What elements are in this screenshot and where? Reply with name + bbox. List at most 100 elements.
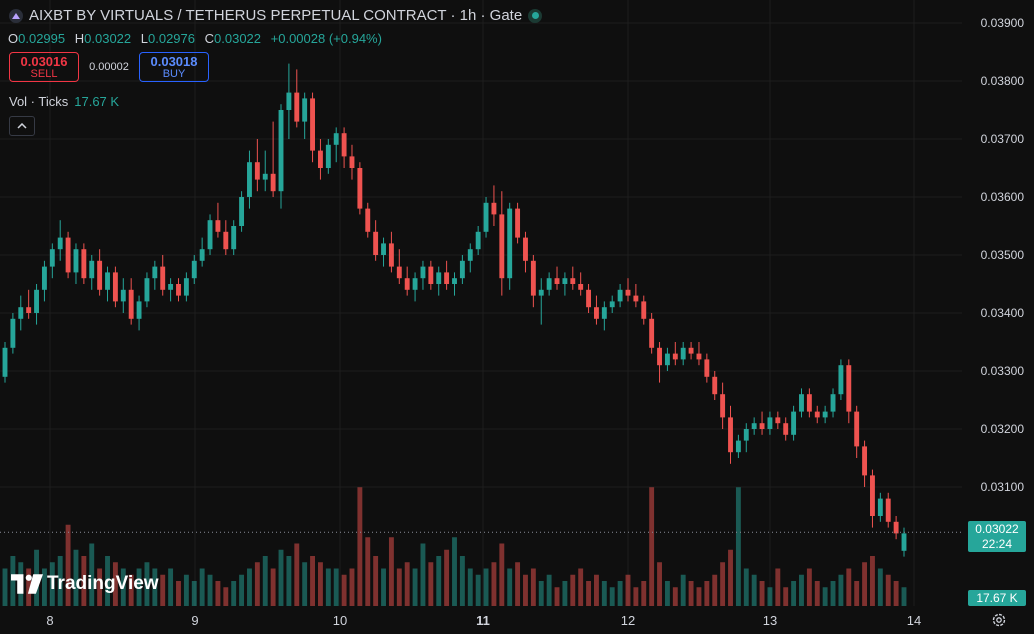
- candle-body: [81, 249, 87, 279]
- volume-bar: [483, 568, 489, 606]
- change-value: +0.00028 (+0.94%): [270, 31, 382, 46]
- price-tick-label: 0.03500: [980, 248, 1024, 262]
- candle-body: [34, 289, 39, 313]
- volume-bar: [743, 568, 749, 606]
- volume-bar: [2, 568, 8, 606]
- candle-body: [728, 417, 733, 453]
- trade-panel: 0.03016 SELL 0.00002 0.03018 BUY: [9, 52, 209, 82]
- volume-bar: [144, 562, 150, 606]
- volume-bar: [459, 556, 465, 606]
- time-tick-label: 12: [620, 613, 636, 628]
- candle-body: [89, 260, 95, 279]
- time-tick-label: 13: [762, 613, 778, 628]
- candle-body: [136, 301, 142, 319]
- volume-bar: [507, 568, 513, 606]
- candle-body: [751, 423, 757, 429]
- volume-bar: [247, 568, 252, 606]
- volume-bar: [310, 556, 315, 606]
- volume-bar: [870, 556, 875, 606]
- tradingview-logo[interactable]: TradingView: [11, 573, 159, 595]
- candle-body: [41, 266, 47, 290]
- volume-bar: [10, 556, 16, 606]
- volume-bar: [120, 568, 126, 606]
- candle-body: [523, 237, 528, 261]
- volume-bar: [89, 543, 95, 606]
- chart-grid: [0, 0, 962, 606]
- volume-bar: [404, 562, 410, 606]
- candle-body: [594, 307, 599, 319]
- candle-body: [239, 197, 245, 226]
- candle-body: [617, 289, 623, 302]
- volume-bar: [814, 581, 820, 606]
- gear-icon[interactable]: [991, 612, 1007, 628]
- volume-axis-label: 17.67 K: [968, 590, 1026, 606]
- candle-body: [270, 173, 276, 192]
- volume-bar: [373, 556, 379, 606]
- chevron-up-icon: [17, 123, 27, 129]
- volume-bar: [672, 587, 678, 606]
- candle-body: [712, 376, 718, 395]
- volume-bar: [357, 487, 363, 606]
- candle-body: [459, 260, 465, 279]
- volume-indicator-name: Vol · Ticks: [9, 94, 69, 109]
- volume-bar: [294, 543, 300, 606]
- volume-bar: [49, 562, 55, 606]
- candle-body: [759, 423, 765, 429]
- buy-price: 0.03018: [150, 54, 198, 69]
- candle-body: [838, 365, 844, 395]
- candle-body: [743, 429, 749, 441]
- volume-bar: [546, 574, 552, 606]
- last-price-value: 0.03022: [975, 522, 1019, 536]
- volume-bar: [688, 581, 694, 606]
- candle-body: [73, 249, 79, 273]
- volume-bar: [444, 549, 450, 606]
- volume-bar: [97, 568, 103, 606]
- candle-body: [49, 249, 55, 267]
- candle-body: [862, 446, 868, 476]
- candle-body: [10, 318, 16, 348]
- volume-bar: [152, 568, 158, 606]
- symbol-header[interactable]: AIXBT BY VIRTUALS / TETHERUS PERPETUAL C…: [9, 7, 543, 24]
- candle-body: [294, 92, 300, 122]
- volume-bar: [515, 562, 521, 606]
- candle-body: [515, 208, 521, 238]
- volume-bar: [664, 581, 670, 606]
- volume-bar: [491, 562, 497, 606]
- volume-bar: [799, 574, 804, 606]
- candle-body: [404, 278, 410, 290]
- candle-body: [254, 162, 260, 180]
- candle-body: [26, 307, 32, 313]
- candle-body: [657, 347, 662, 366]
- volume-bar: [168, 568, 174, 606]
- sell-price: 0.03016: [20, 54, 68, 69]
- candle-body: [696, 353, 702, 360]
- collapse-legend-button[interactable]: [9, 116, 35, 136]
- spread-value: 0.00002: [89, 61, 129, 73]
- volume-legend[interactable]: Vol · Ticks 17.67 K: [9, 94, 119, 109]
- candle-body: [601, 307, 607, 319]
- price-tick-label: 0.03700: [980, 132, 1024, 146]
- volume-bar: [341, 574, 347, 606]
- countdown-timer: 22:24: [981, 537, 1013, 551]
- candle-body: [215, 220, 221, 232]
- symbol-title[interactable]: AIXBT BY VIRTUALS / TETHERUS PERPETUAL C…: [29, 7, 523, 24]
- sell-button[interactable]: 0.03016 SELL: [9, 52, 79, 82]
- candle-body: [97, 260, 103, 290]
- price-tick-label: 0.03400: [980, 306, 1024, 320]
- volume-bar: [562, 581, 568, 606]
- volume-bar: [712, 574, 718, 606]
- volume-bar: [199, 568, 205, 606]
- last-price-label: 0.03022 22:24: [968, 521, 1026, 552]
- candle-body: [704, 359, 710, 377]
- buy-button[interactable]: 0.03018 BUY: [139, 52, 209, 82]
- candle-body: [302, 98, 308, 122]
- candle-body: [901, 533, 907, 551]
- tradingview-logo-icon: [11, 574, 43, 594]
- volume-bar: [428, 562, 434, 606]
- volume-bar: [854, 581, 860, 606]
- candle-body: [160, 266, 166, 290]
- volume-bar: [128, 574, 134, 606]
- volume-bar: [231, 581, 237, 606]
- candle-body: [893, 521, 899, 534]
